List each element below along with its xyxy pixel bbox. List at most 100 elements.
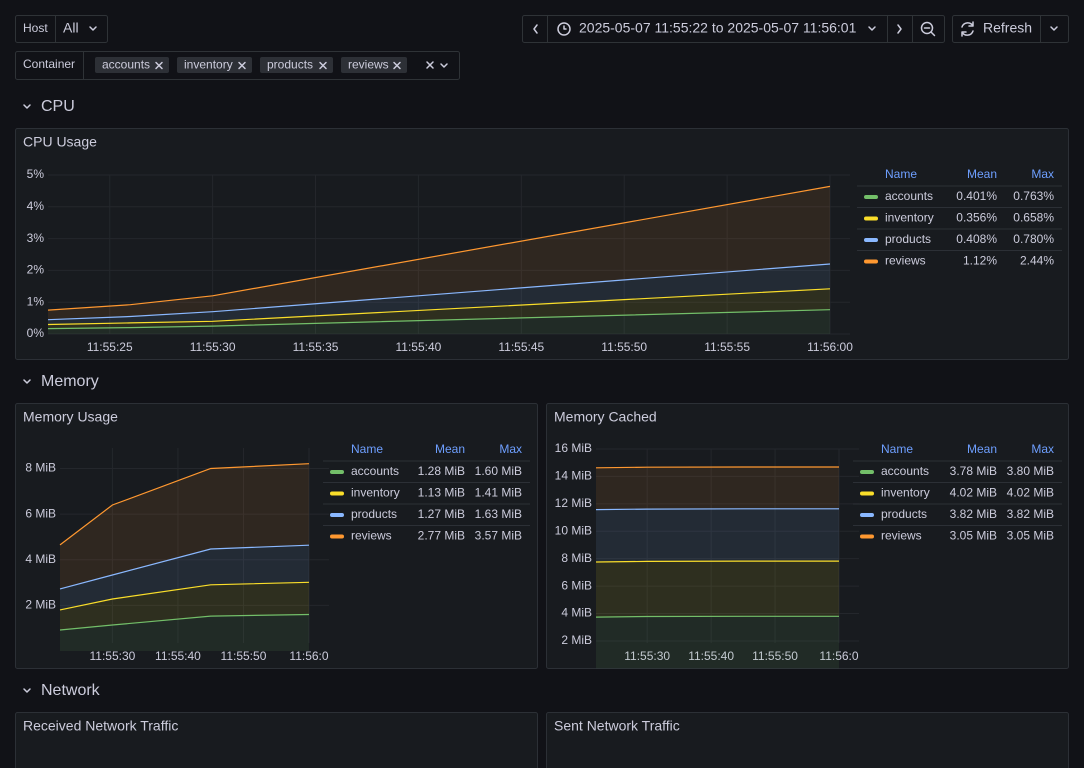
chip-remove[interactable]: [393, 61, 401, 70]
legend-name[interactable]: accounts: [885, 189, 933, 203]
panel: [546, 712, 1069, 768]
legend-header: Mean: [967, 442, 997, 456]
chip-remove[interactable]: [238, 61, 246, 70]
refresh-icon: [961, 21, 974, 37]
y-tick-label: 4 MiB: [561, 606, 592, 620]
chip-label: products: [267, 58, 313, 72]
legend-name[interactable]: inventory: [881, 486, 930, 500]
chip[interactable]: [177, 57, 252, 73]
legend-mean: 0.356%: [956, 211, 997, 225]
y-tick-label: 2 MiB: [561, 633, 592, 647]
series-area: [60, 463, 309, 589]
host-picker[interactable]: [15, 15, 108, 43]
series-line: [47, 309, 831, 330]
legend-max: 0.763%: [1013, 189, 1054, 203]
refresh-picker[interactable]: [952, 15, 1069, 43]
series-line: [59, 581, 310, 611]
legend-max: 1.63 MiB: [475, 507, 522, 521]
legend-mean: 1.27 MiB: [418, 507, 465, 521]
host-value[interactable]: All: [63, 20, 79, 36]
legend-mean: 0.408%: [956, 232, 997, 246]
x-tick-label: 11:55:30: [190, 340, 236, 354]
chip[interactable]: [260, 57, 333, 73]
legend-name[interactable]: inventory: [351, 486, 400, 500]
y-tick-label: 14 MiB: [555, 469, 592, 483]
legend-max: 0.658%: [1013, 211, 1054, 225]
series-line: [59, 463, 310, 546]
legend-max: 3.05 MiB: [1007, 529, 1054, 543]
x-tick-label: 11:56:0: [819, 649, 858, 663]
legend-name[interactable]: products: [881, 507, 927, 521]
y-tick-label: 2 MiB: [25, 598, 56, 612]
section-title[interactable]: Memory: [41, 373, 99, 390]
chip-remove[interactable]: [319, 61, 327, 70]
panel-title: Received Network Traffic: [23, 718, 178, 734]
clear-button[interactable]: [426, 61, 434, 69]
host-label: Host: [23, 21, 48, 35]
series-line: [595, 466, 839, 469]
legend-mean: 2.77 MiB: [418, 529, 465, 543]
legend-name[interactable]: inventory: [885, 211, 934, 225]
x-tick-label: 11:55:50: [221, 649, 267, 663]
legend-header: Mean: [435, 442, 465, 456]
series-area: [60, 614, 309, 651]
panel-title: Sent Network Traffic: [554, 718, 680, 734]
chevron: [868, 26, 876, 31]
legend-header: Mean: [967, 167, 997, 181]
legend-max: 3.57 MiB: [475, 529, 522, 543]
y-tick-label: 10 MiB: [555, 523, 592, 537]
panel-title: Memory Usage: [23, 409, 118, 425]
legend-max: 1.41 MiB: [475, 486, 522, 500]
prev-button[interactable]: [533, 24, 538, 34]
legend-header: Name: [351, 442, 383, 456]
time-picker[interactable]: [522, 15, 945, 43]
chip-label: inventory: [184, 58, 233, 72]
legend-mean: 1.13 MiB: [418, 486, 465, 500]
y-tick-label: 16 MiB: [555, 441, 592, 455]
x-tick-label: 11:56:00: [807, 340, 853, 354]
section-title[interactable]: Network: [41, 682, 101, 699]
legend-mean: 1.28 MiB: [418, 464, 465, 478]
refresh-button[interactable]: Refresh: [983, 20, 1032, 36]
series-line: [47, 263, 831, 321]
x-tick-label: 11:55:40: [155, 649, 201, 663]
chip[interactable]: [341, 57, 407, 73]
chip[interactable]: [95, 57, 169, 73]
clock-hand: [563, 25, 567, 30]
chip-label: accounts: [102, 58, 150, 72]
legend-mean: 0.401%: [956, 189, 997, 203]
legend-name[interactable]: reviews: [881, 529, 922, 543]
series-area: [48, 186, 830, 320]
legend-name[interactable]: products: [885, 232, 931, 246]
legend-header: Name: [885, 167, 917, 181]
series-line: [47, 288, 831, 326]
legend-name[interactable]: accounts: [881, 464, 929, 478]
legend-name[interactable]: reviews: [885, 254, 926, 268]
legend-max: 4.02 MiB: [1007, 486, 1054, 500]
y-tick-label: 0%: [27, 326, 45, 340]
time-range[interactable]: 2025-05-07 11:55:22 to 2025-05-07 11:56:…: [579, 20, 857, 36]
panel-title: CPU Usage: [23, 134, 97, 150]
series-area: [60, 545, 309, 610]
panel: [546, 403, 1069, 669]
zoom-out-button[interactable]: [920, 21, 934, 35]
y-tick-label: 2%: [27, 263, 45, 277]
legend-header: Max: [499, 442, 522, 456]
y-tick-label: 3%: [27, 231, 45, 245]
chevron: [440, 63, 448, 68]
chevron[interactable]: [1050, 26, 1058, 31]
x-tick-label: 11:55:40: [688, 649, 734, 663]
collapse-icon[interactable]: [23, 379, 31, 384]
legend-name[interactable]: products: [351, 507, 397, 521]
series-line: [595, 560, 839, 563]
next-button[interactable]: [897, 24, 902, 34]
legend-name[interactable]: accounts: [351, 464, 399, 478]
section-title[interactable]: CPU: [41, 98, 75, 115]
legend-mean: 1.12%: [963, 254, 997, 268]
series-area: [48, 288, 830, 329]
legend-name[interactable]: reviews: [351, 529, 392, 543]
y-tick-label: 12 MiB: [555, 496, 592, 510]
collapse-icon[interactable]: [23, 104, 31, 109]
collapse-icon[interactable]: [23, 688, 31, 693]
chip-remove[interactable]: [155, 61, 163, 70]
